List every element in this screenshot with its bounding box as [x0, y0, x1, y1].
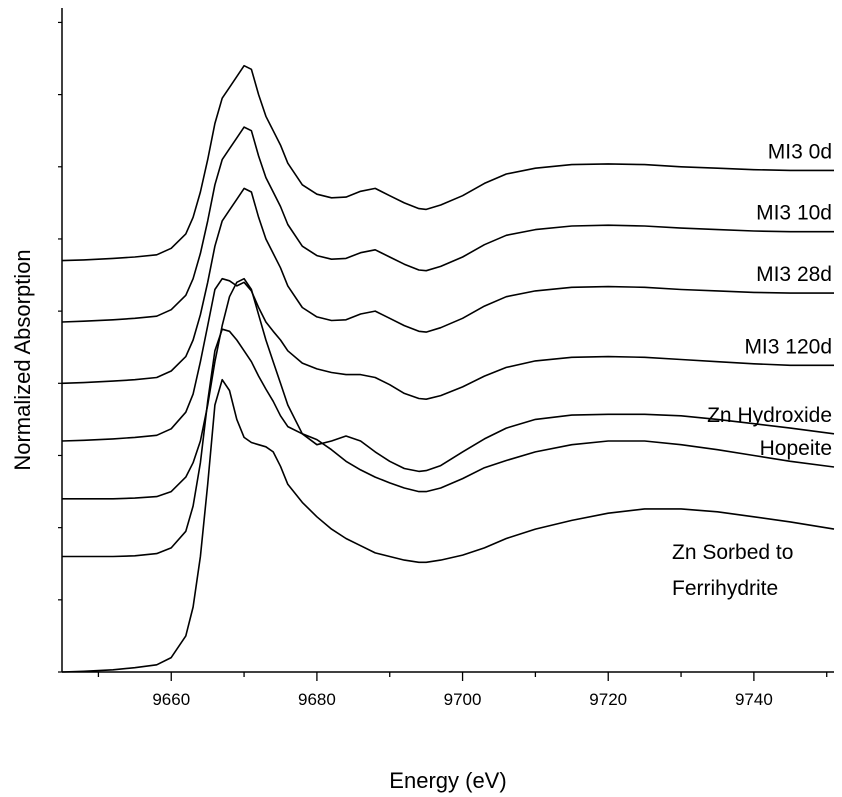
series-line	[62, 329, 834, 556]
series-line	[62, 279, 834, 499]
series-line	[62, 188, 834, 383]
series-labels: MI3 0d MI3 10d MI3 28d MI3 120d Zn Hydroxide…	[672, 140, 832, 600]
x-tick-label: 9680	[298, 690, 336, 709]
series-label: MI3 120d	[744, 335, 832, 358]
x-tick-label: 9700	[444, 690, 482, 709]
x-axis-ticks: 9660 9680 9700 9720 9740	[98, 672, 826, 709]
series-label: MI3 0d	[768, 140, 832, 163]
x-tick-label: 9660	[152, 690, 190, 709]
x-tick-label: 9720	[589, 690, 627, 709]
plot-area: 9660 9680 9700 9720 9740 MI3 0d MI3 10d MI3 28…	[58, 8, 834, 709]
series-label: MI3 10d	[756, 202, 832, 225]
series-line	[62, 66, 834, 261]
x-tick-label: 9740	[735, 690, 773, 709]
series-label: Zn Hydroxide	[707, 404, 832, 427]
series-label: Ferrihydrite	[672, 577, 778, 600]
series-label: MI3 28d	[756, 263, 832, 286]
series-label: Zn Sorbed to	[672, 541, 793, 564]
series-line	[62, 127, 834, 322]
y-axis-title: Normalized Absorption	[10, 249, 35, 470]
x-axis-title: Energy (eV)	[389, 768, 506, 793]
series-label: Hopeite	[760, 437, 832, 460]
